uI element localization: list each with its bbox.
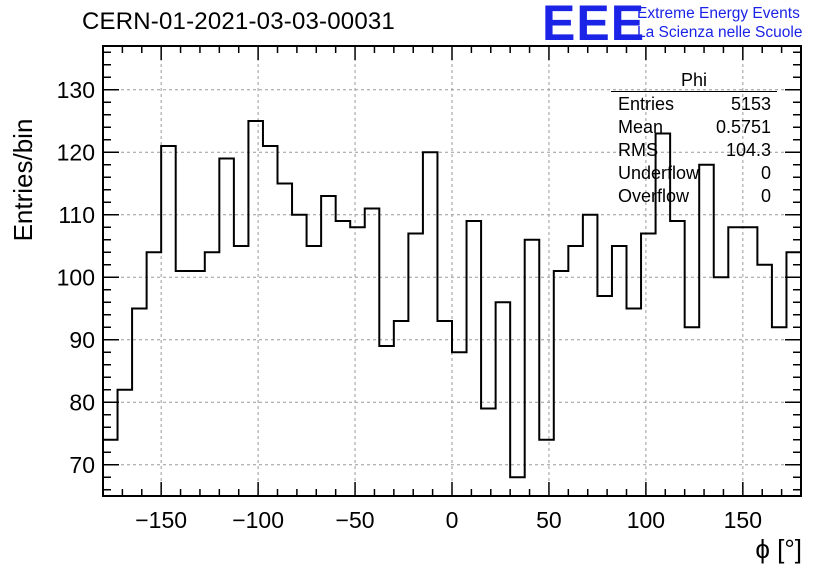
x-tick-label: −100 <box>232 507 284 533</box>
chart-title: CERN-01-2021-03-03-00031 <box>82 8 395 35</box>
stats-row-entries: Entries 5153 <box>611 93 777 116</box>
stats-value: 0 <box>760 163 771 183</box>
stats-label: Mean <box>618 117 664 137</box>
x-tick-label: −150 <box>135 507 187 533</box>
x-tick-label: 0 <box>446 507 459 533</box>
stats-row-overflow: Overflow 0 <box>611 185 777 208</box>
stats-value: 104.3 <box>725 140 771 160</box>
stats-value: 0 <box>760 186 771 206</box>
x-tick-label: 150 <box>724 507 762 533</box>
stats-value: 0.5751 <box>715 117 771 137</box>
stats-box: Phi Entries 5153 Mean 0.5751 RMS 104.3 U… <box>611 70 777 208</box>
eee-logo: EEE <box>542 0 646 51</box>
y-axis-label: Entries/bin <box>8 118 38 242</box>
stats-row-rms: RMS 104.3 <box>611 139 777 162</box>
y-tick-label: 110 <box>58 202 95 228</box>
axis-ticks <box>103 46 801 496</box>
y-tick-label: 90 <box>69 327 95 353</box>
logo-caption: Extreme Energy Events La Scienza nelle S… <box>637 4 802 42</box>
stats-label: Entries <box>618 94 675 114</box>
stats-label: Underflow <box>618 163 700 183</box>
histogram-line <box>103 120 802 479</box>
stats-title: Phi <box>611 70 777 92</box>
x-tick-label: −50 <box>336 507 375 533</box>
logo-line-1: Extreme Energy Events <box>637 5 800 22</box>
tick-labels: −150 −100 −50 0 50 100 150 70 80 90 100 110 120 130 <box>57 77 762 533</box>
logo-line-2: La Scienza nelle Scuole <box>637 24 803 41</box>
stats-value: 5153 <box>730 94 771 114</box>
y-tick-label: 130 <box>57 77 95 103</box>
x-tick-label: 100 <box>627 507 665 533</box>
x-tick-label: 50 <box>536 507 562 533</box>
stats-label: Overflow <box>618 186 690 206</box>
y-tick-label: 80 <box>69 389 95 415</box>
stats-label: RMS <box>618 140 658 160</box>
stats-row-underflow: Underflow 0 <box>611 162 777 185</box>
y-tick-label: 70 <box>69 452 95 478</box>
y-tick-label: 120 <box>57 139 95 165</box>
y-tick-label: 100 <box>57 264 95 290</box>
stats-row-mean: Mean 0.5751 <box>611 116 777 139</box>
x-axis-label: ϕ [°] <box>755 534 802 564</box>
